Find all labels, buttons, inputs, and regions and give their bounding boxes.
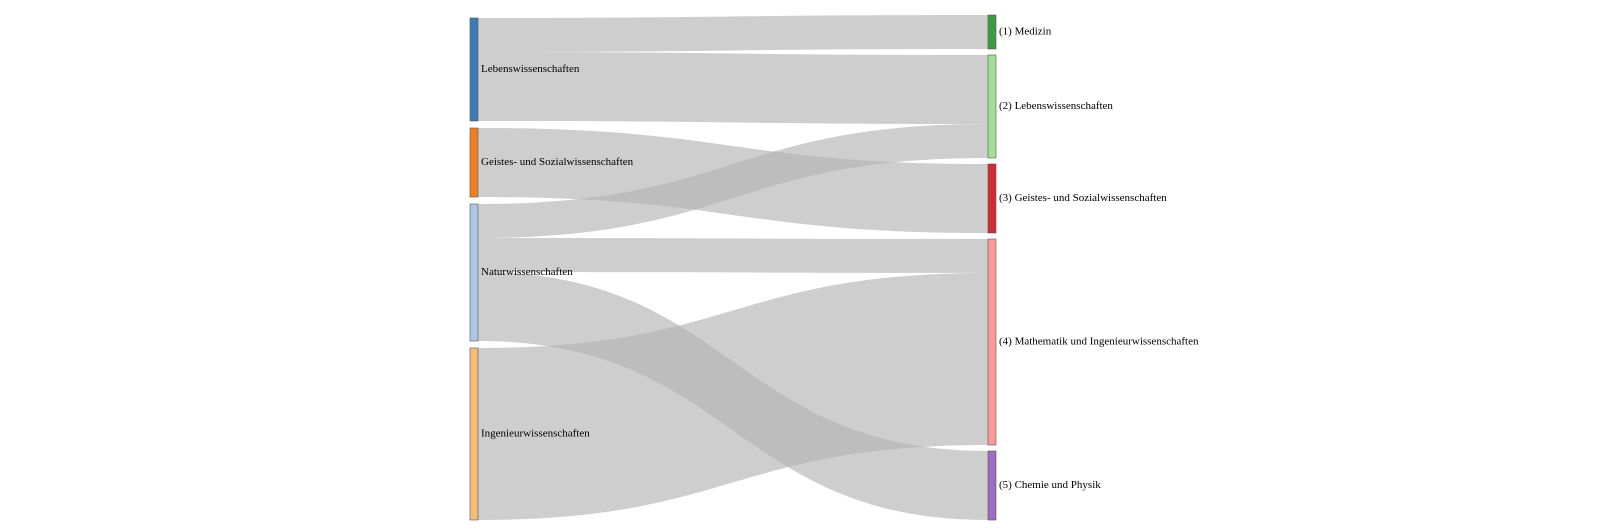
nodes-layer: Lebenswissenschaften Geistes- und Sozialw… [469,14,1199,521]
source-node-natur[interactable] [469,203,479,342]
target-label-t2: (2) Lebenswissenschaften [999,100,1113,112]
source-label-geistes: Geistes- und Sozialwissenschaften [481,156,634,168]
target-label-t3: (3) Geistes- und Sozialwissenschaften [999,192,1167,204]
source-node-ingenieur[interactable] [469,347,479,521]
target-label-t4: (4) Mathematik und Ingenieurwissenschaft… [999,336,1199,348]
target-label-t5: (5) Chemie und Physik [999,479,1101,491]
link-ingenieur-to-t4[interactable] [478,272,988,520]
target-node-t4[interactable] [987,238,997,446]
link-leben-to-t2[interactable] [478,51,988,124]
target-node-t3[interactable] [987,163,997,234]
target-node-t5[interactable] [987,450,997,521]
source-label-leben: Lebenswissenschaften [481,63,580,75]
target-label-t1: (1) Medizin [999,26,1052,38]
source-label-ingenieur: Ingenieurwissenschaften [481,428,590,440]
links-layer [478,15,988,520]
source-node-leben[interactable] [469,17,479,122]
link-leben-to-t1[interactable] [478,15,988,52]
link-natur-to-t2[interactable] [478,123,988,238]
source-node-geistes[interactable] [469,127,479,198]
target-node-t2[interactable] [987,54,997,159]
target-node-t1[interactable] [987,14,997,50]
source-label-natur: Naturwissenschaften [481,266,573,278]
link-natur-to-t4[interactable] [478,237,988,273]
